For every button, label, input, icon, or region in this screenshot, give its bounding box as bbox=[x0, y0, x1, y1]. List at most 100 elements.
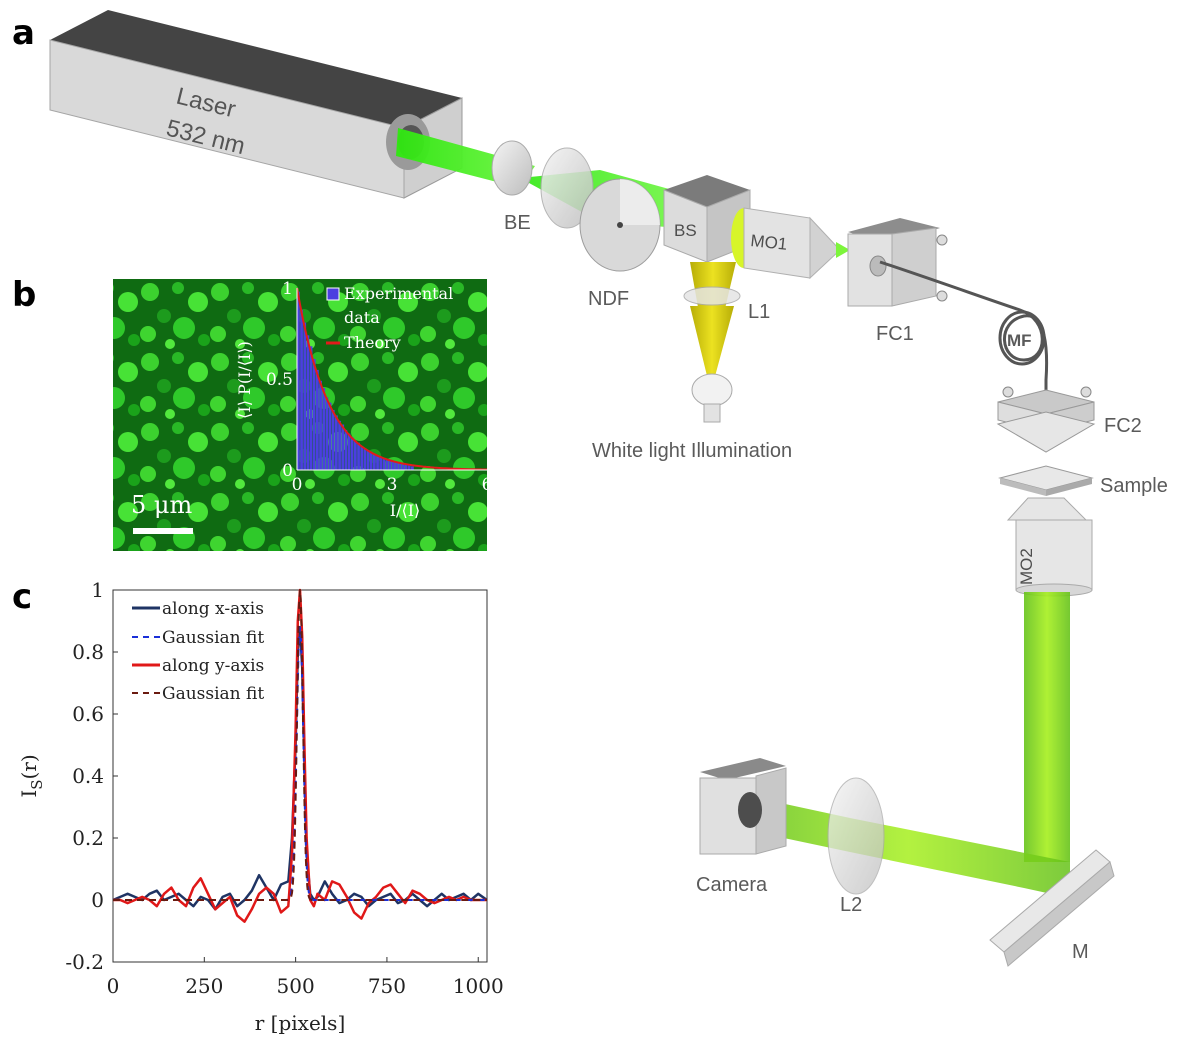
mf-label: MF bbox=[1007, 331, 1032, 350]
histogram-bar bbox=[392, 461, 395, 470]
histogram-bar bbox=[385, 459, 389, 470]
legend-swatch-experimental bbox=[326, 287, 340, 301]
line-legend: along x-axis Gaussian fit along y-axis G… bbox=[132, 599, 264, 704]
x-tick-label: 1000 bbox=[453, 974, 504, 998]
x-tick-label: 750 bbox=[368, 974, 406, 998]
l2-label: L2 bbox=[840, 894, 862, 916]
y-tick-label: 0 bbox=[91, 888, 104, 912]
histogram-bar bbox=[382, 458, 386, 470]
histogram-bar bbox=[354, 440, 357, 470]
scalebar bbox=[133, 528, 193, 534]
beam-expander-lens-2 bbox=[540, 147, 594, 229]
histogram-bar bbox=[297, 291, 300, 470]
histogram-bar bbox=[350, 437, 354, 470]
mo2-label: MO2 bbox=[1017, 548, 1036, 585]
histogram-bar bbox=[335, 415, 338, 470]
legend-label-xfit: Gaussian fit bbox=[162, 628, 264, 648]
histogram-bar bbox=[369, 451, 373, 470]
ndf-label: NDF bbox=[588, 288, 629, 310]
legend-experimental-1: Experimental bbox=[344, 284, 453, 303]
bs-label: BS bbox=[674, 221, 697, 240]
histogram-bar bbox=[401, 464, 405, 470]
fiber-coupler-fc1 bbox=[847, 218, 948, 307]
line-ylabel: IS(r) bbox=[17, 754, 46, 797]
histogram-bar bbox=[316, 369, 319, 470]
histogram-bar bbox=[360, 446, 364, 470]
beam-vertical bbox=[1024, 592, 1070, 862]
sample-label: Sample bbox=[1100, 475, 1168, 497]
histogram-bar bbox=[395, 462, 398, 470]
legend-label-yfit: Gaussian fit bbox=[162, 684, 264, 704]
histogram-bar bbox=[309, 346, 313, 470]
histogram-bar bbox=[357, 442, 360, 470]
panel-a-letter: a bbox=[12, 13, 35, 53]
histogram-bar bbox=[373, 453, 376, 470]
y-tick-label: 0.6 bbox=[72, 702, 104, 726]
white-light-beam-lower bbox=[690, 306, 734, 380]
lens-l2 bbox=[827, 777, 885, 895]
l1-label: L1 bbox=[748, 301, 770, 323]
hist-ylabel: ⟨I⟩ P(I/⟨I⟩) bbox=[235, 341, 254, 419]
hist-y-tick-label: 0 bbox=[282, 461, 293, 481]
histogram-bar bbox=[344, 429, 348, 470]
y-tick-label: 0.2 bbox=[72, 826, 104, 850]
x-tick-label: 250 bbox=[185, 974, 223, 998]
legend-experimental-2: data bbox=[344, 308, 380, 327]
histogram-bar bbox=[300, 309, 303, 470]
y-tick-label: 1 bbox=[91, 578, 104, 602]
histogram-bar bbox=[322, 388, 326, 470]
legend-label-x: along x-axis bbox=[162, 599, 264, 619]
y-tick-label: 0.4 bbox=[72, 764, 104, 788]
legend-label-y: along y-axis bbox=[162, 656, 264, 676]
y-tick-label: -0.2 bbox=[65, 950, 104, 974]
histogram-bar bbox=[325, 397, 329, 470]
x-tick-label: 0 bbox=[107, 974, 120, 998]
histogram-bar bbox=[331, 409, 335, 470]
line-plot-series bbox=[112, 588, 488, 923]
objective-mo1: MO1 bbox=[731, 207, 850, 280]
optical-setup: Laser 532 nm BS MO1 bbox=[49, 10, 1168, 967]
y-tick-label: 0.8 bbox=[72, 640, 104, 664]
histogram-bar bbox=[341, 424, 345, 470]
theory-curve bbox=[296, 287, 487, 471]
hist-y-tick-label: 0.5 bbox=[266, 370, 293, 390]
beam-expander-lens bbox=[491, 140, 533, 196]
white-light-label: White light Illumination bbox=[592, 440, 792, 462]
histogram-bar bbox=[303, 322, 307, 470]
be-label: BE bbox=[504, 212, 531, 234]
histogram-bar bbox=[407, 465, 411, 470]
x-tick-label: 500 bbox=[277, 974, 315, 998]
histogram-bar bbox=[411, 466, 414, 470]
histogram-bar bbox=[379, 457, 383, 470]
scalebar-label: 5 μm bbox=[131, 491, 192, 519]
panel-c-letter: c bbox=[12, 577, 32, 617]
panel-b-letter: b bbox=[12, 275, 36, 315]
histogram-bar bbox=[319, 380, 322, 470]
beam-to-camera bbox=[746, 796, 1070, 898]
line-xlabel: r [pixels] bbox=[255, 1011, 346, 1035]
hist-y-tick-label: 1 bbox=[282, 279, 293, 299]
mirror bbox=[989, 849, 1115, 967]
fc1-label: FC1 bbox=[876, 323, 914, 345]
objective-mo2: MO2 bbox=[1006, 497, 1093, 597]
series-gaussian-fit-y bbox=[112, 589, 488, 901]
mo1-label: MO1 bbox=[750, 231, 789, 254]
legend-theory: Theory bbox=[344, 333, 401, 352]
hist-xlabel: I/⟨I⟩ bbox=[390, 501, 421, 520]
histogram-bar bbox=[347, 433, 351, 470]
hist-x-tick-label: 0 bbox=[292, 475, 303, 495]
bulb-icon bbox=[691, 373, 733, 423]
camera-body bbox=[699, 758, 787, 855]
histogram-bar bbox=[376, 455, 379, 470]
svg-text:IS(r): IS(r) bbox=[17, 754, 46, 797]
m-label: M bbox=[1072, 941, 1089, 963]
sample-slide bbox=[998, 465, 1094, 496]
camera-label: Camera bbox=[696, 874, 768, 896]
hist-x-tick-label: 3 bbox=[387, 475, 398, 495]
laser-box: Laser 532 nm bbox=[49, 10, 463, 199]
speckle-image bbox=[113, 279, 487, 551]
hist-ticks: 0 3 6 0 0.5 1 bbox=[266, 279, 492, 495]
histogram-bar bbox=[404, 464, 408, 470]
